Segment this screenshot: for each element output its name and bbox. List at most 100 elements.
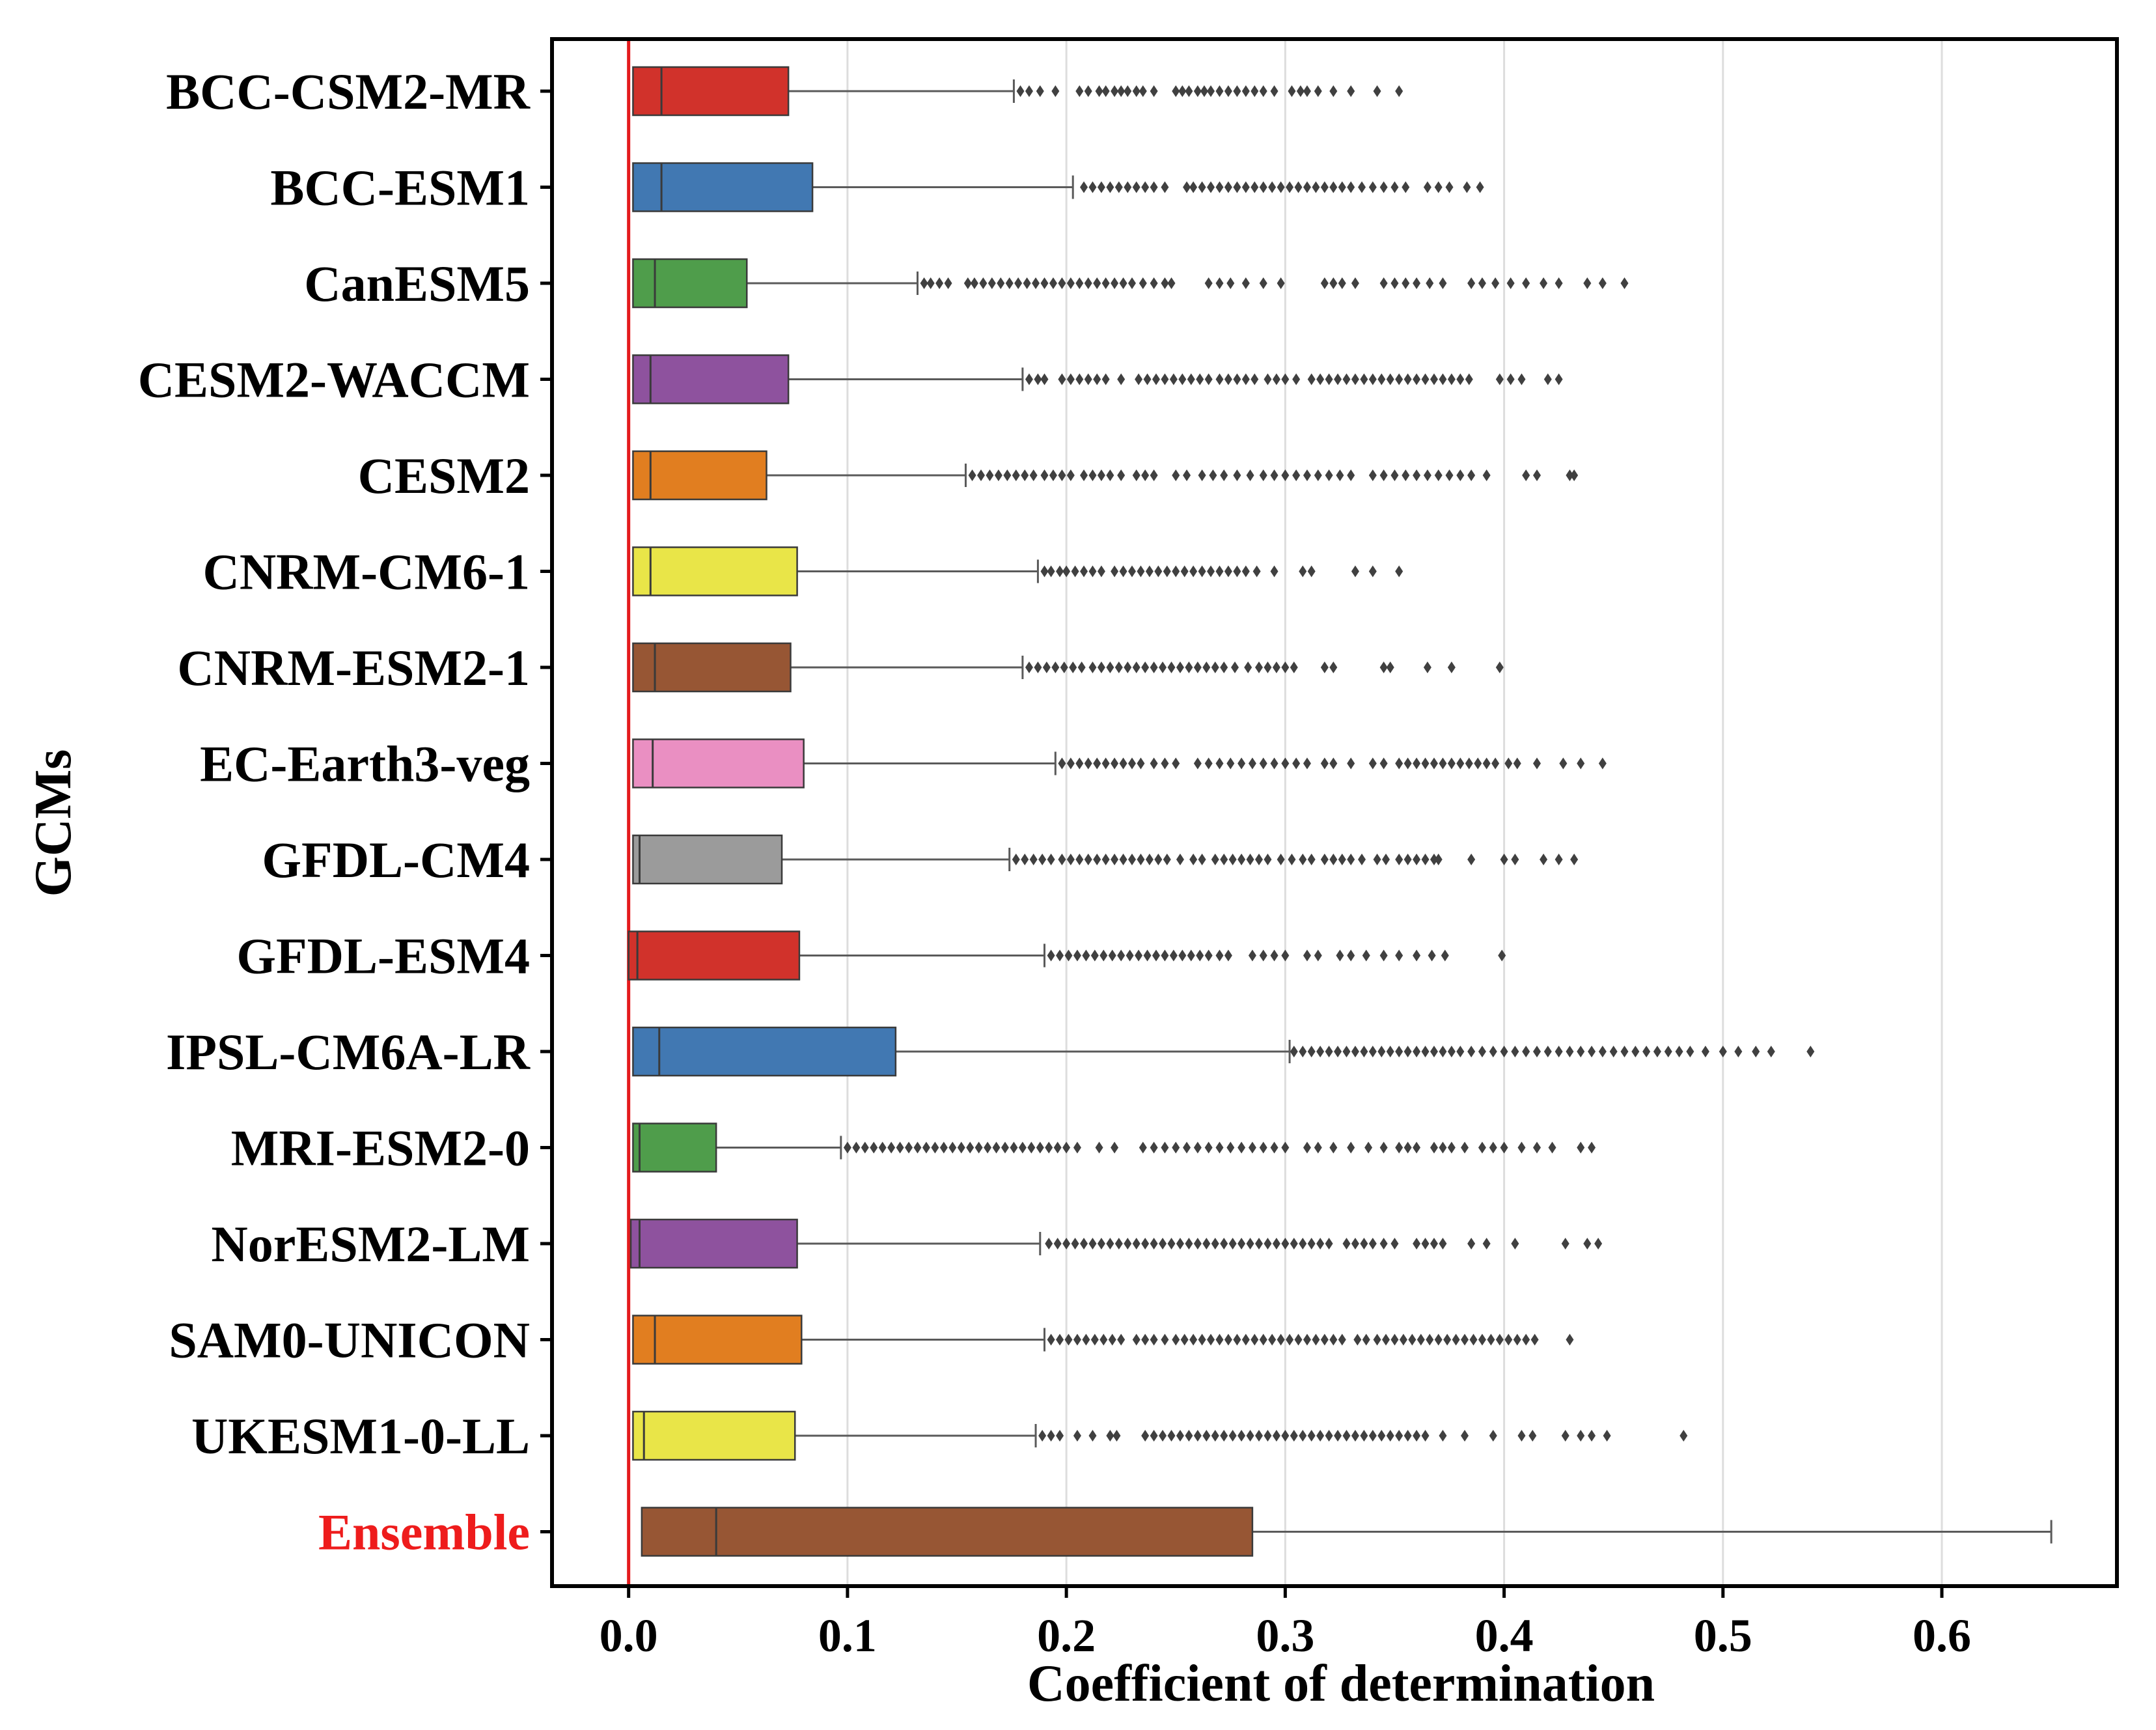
flier-point [1506,277,1515,289]
flier-point [997,277,1005,289]
flier-point [1137,565,1145,578]
flier-point [1329,277,1338,289]
flier-point [1088,1430,1097,1442]
flier-point [1445,469,1454,481]
flier-point [1139,1141,1147,1154]
flier-point [1135,949,1143,962]
flier-point [1320,181,1329,193]
flier-point [1281,469,1290,481]
flier-point [1272,373,1280,385]
flier-point [1062,565,1071,578]
flier-point [1588,1046,1596,1057]
flier-point [1062,1238,1071,1249]
flier-point [1447,1141,1456,1154]
flier-point [1268,181,1277,193]
flier-point [1200,85,1208,97]
flier-point [1141,1430,1150,1442]
flier-point [1018,1141,1027,1154]
flier-point [1402,181,1410,193]
flier-point [1386,662,1394,673]
flier-point [1482,757,1491,770]
flier-point [939,1141,948,1154]
flier-point [1506,373,1515,385]
flier-point [1566,1333,1574,1346]
flier-point [1390,1333,1399,1346]
flier-point [1421,1430,1430,1442]
flier-point [1058,854,1066,865]
flier-point [976,469,985,481]
flier-point [1172,85,1180,97]
flier-point [1334,1046,1342,1057]
flier-point [1021,469,1029,481]
flier-point [1167,1238,1176,1249]
flier-point [1180,565,1189,578]
flier-point [1395,1430,1403,1442]
flier-point [1325,373,1333,385]
flier-point [1533,1046,1541,1057]
flier-point [1163,565,1171,578]
flier-point [1347,949,1355,962]
flier-point [1577,1141,1585,1154]
flier-point [1351,1238,1359,1249]
flier-point [1119,277,1127,289]
flier-point [1487,1333,1495,1346]
flier-point [1403,854,1412,865]
flier-point [1193,1141,1202,1154]
flier-point [1090,949,1099,962]
flier-point [1220,854,1228,865]
flier-point [1281,1238,1290,1249]
flier-point [1439,757,1447,770]
box-group [632,1123,1596,1173]
flier-point [1064,1333,1073,1346]
x-tick-layer: 0.0 0.1 0.2 0.3 0.4 0.5 0.6 [600,1586,1971,1662]
flier-point [1117,85,1126,97]
flier-point [1169,373,1178,385]
flier-point [1207,85,1215,97]
flier-point [1555,1046,1563,1057]
x-tick-label: 0.1 [818,1610,877,1662]
flier-point [1204,757,1213,770]
flier-point [1042,662,1051,673]
flier-point [1281,1430,1290,1442]
flier-point [1456,469,1465,481]
flier-point [1185,1238,1193,1249]
y-tick-layer: BCC-CSM2-MR BCC-ESM1 CanESM5 CESM2-WACCM CES… [138,63,552,1561]
flier-point [1139,277,1147,289]
flier-point [1368,1046,1377,1057]
flier-point [1198,469,1206,481]
flier-point [1386,1046,1394,1057]
flier-point [1603,1430,1611,1442]
y-tick-label: CanESM5 [304,255,530,312]
flier-point [1325,1238,1333,1249]
flier-point [1093,277,1101,289]
flier-point [1588,1141,1596,1154]
flier-point [1029,469,1038,481]
box [632,642,792,693]
flier-point [1500,854,1508,865]
flier-point [1220,1238,1228,1249]
flier-point [1189,565,1198,578]
flier-point [1088,565,1097,578]
flier-point [1434,1333,1443,1346]
flier-point [1598,757,1607,770]
flier-point [1413,373,1421,385]
flier-point [1251,373,1259,385]
flier-point [1806,1046,1815,1057]
flier-point [1320,662,1329,673]
flier-point [1351,277,1359,289]
flier-point [1351,565,1359,578]
flier-point [1178,373,1187,385]
flier-point [1351,1430,1359,1442]
box [632,834,783,885]
flier-point [988,277,996,289]
flier-point [896,1141,904,1154]
flier-point [1281,1141,1290,1154]
flier-point [1467,469,1476,481]
flier-point [1469,1333,1478,1346]
flier-point [1456,373,1465,385]
flier-point [1461,1430,1469,1442]
flier-point [1347,85,1355,97]
flier-point [1045,1141,1053,1154]
flier-point [1259,949,1267,962]
flier-point [1226,1141,1235,1154]
